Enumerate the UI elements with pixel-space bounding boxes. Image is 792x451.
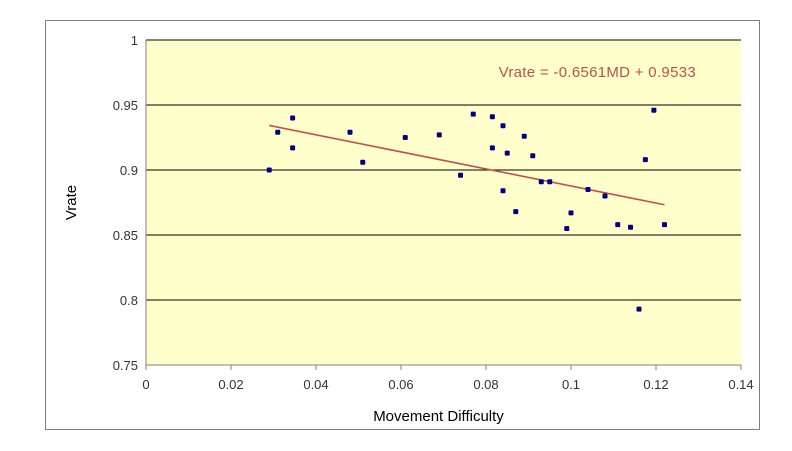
data-point [564, 226, 570, 231]
x-tick-label: 0.1 [562, 377, 580, 392]
data-point [636, 306, 642, 312]
axes [145, 40, 742, 370]
x-axis-title: Movement Difficulty [373, 408, 504, 425]
data-point [504, 150, 510, 156]
y-tick-label: 1 [131, 33, 138, 48]
data-point [360, 159, 366, 165]
data-point [547, 179, 553, 185]
y-axis-title: Vrate [63, 185, 80, 220]
x-tick-label: 0.12 [643, 377, 668, 392]
data-point [266, 167, 272, 173]
data-point [489, 114, 495, 120]
plot-area [146, 40, 741, 365]
data-point [402, 135, 408, 140]
data-point [521, 133, 527, 139]
y-tick-label: 0.75 [113, 358, 138, 373]
data-point [662, 222, 667, 228]
data-point [347, 129, 353, 135]
y-tick-label: 0.8 [120, 293, 138, 308]
trendline [269, 124, 665, 206]
data-point [500, 123, 506, 129]
data-points [266, 107, 667, 312]
data-point [538, 179, 544, 185]
x-tick-label: 0.08 [473, 377, 498, 392]
data-point [275, 129, 281, 135]
x-tick-label: 0.04 [303, 377, 328, 392]
data-point [530, 153, 536, 159]
x-tick-label: 0.02 [218, 377, 243, 392]
data-point [628, 224, 633, 230]
y-tick-label: 0.85 [113, 228, 138, 243]
data-point [458, 172, 463, 178]
x-tick-label: 0.06 [388, 377, 413, 392]
data-point [290, 145, 296, 151]
y-tick-label: 0.9 [120, 163, 138, 178]
y-tick-labels: 0.75 0.8 0.85 0.9 0.95 1 [113, 33, 138, 373]
data-point [651, 107, 657, 113]
data-point [602, 193, 608, 199]
data-point [470, 111, 476, 117]
y-tick-label: 0.95 [113, 98, 138, 113]
chart-area: 0 0.02 0.04 0.06 0.08 0.1 0.12 0.14 0.75 0.8 0.85… [45, 20, 760, 430]
data-point [568, 210, 574, 216]
data-point [489, 145, 495, 151]
x-tick-label: 0 [142, 377, 149, 392]
data-point [585, 187, 591, 192]
data-point [290, 115, 296, 121]
x-tick-label: 0.14 [728, 377, 753, 392]
data-point [500, 188, 506, 194]
x-tick-labels: 0 0.02 0.04 0.06 0.08 0.1 0.12 0.14 [142, 377, 753, 392]
data-point [642, 157, 648, 163]
scatter-chart: 0 0.02 0.04 0.06 0.08 0.1 0.12 0.14 0.75 0.8 0.85… [63, 33, 754, 425]
data-point [513, 209, 519, 215]
data-point [615, 222, 621, 228]
data-point [436, 132, 442, 138]
trendline-equation: Vrate = -0.6561MD + 0.9533 [499, 64, 696, 81]
